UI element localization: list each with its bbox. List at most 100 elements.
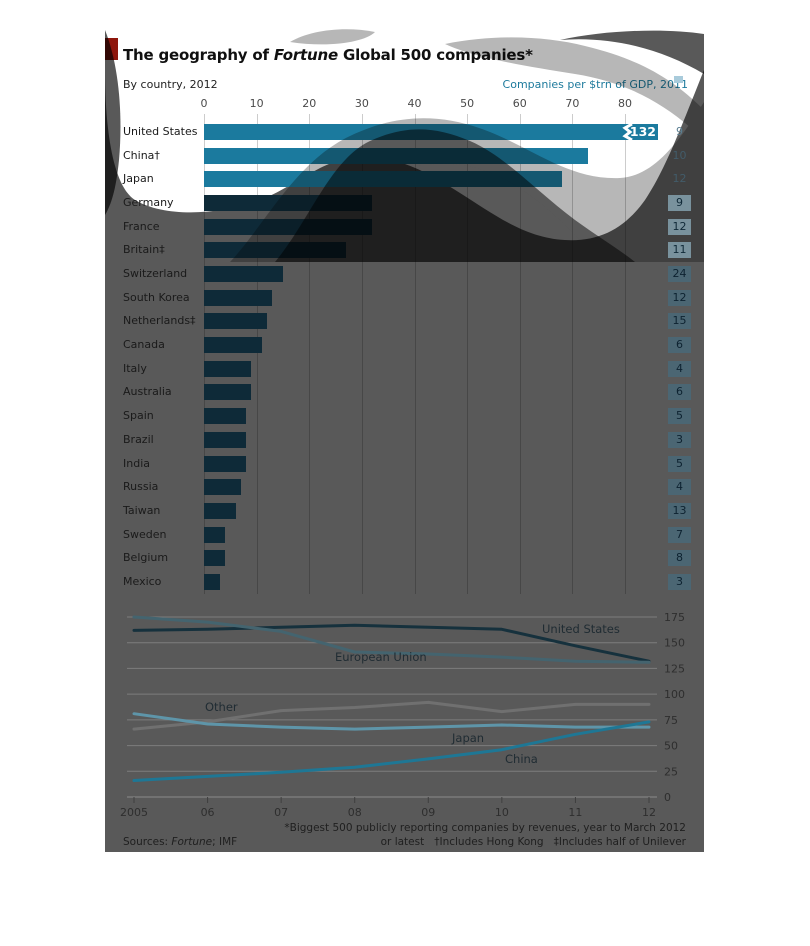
gdp-value-chip: 15 (668, 313, 691, 330)
x-axis-tick-label: 12 (642, 806, 656, 819)
x-axis-tick-label: 08 (348, 806, 362, 819)
gdp-value-chip: 4 (668, 360, 691, 377)
bar (204, 171, 562, 188)
gdp-value-chip: 24 (668, 266, 691, 283)
x-axis-tick-label: 0 (200, 97, 208, 110)
x-axis-tick-label: 10 (249, 97, 264, 110)
bar-category-label: United States (123, 125, 198, 138)
gdp-value-chip: 6 (668, 337, 691, 354)
bar-category-label: Belgium (123, 551, 169, 565)
bar-category-label: India (123, 456, 150, 470)
bar-category-label: Russia (123, 480, 159, 494)
x-axis-tick-label: 06 (201, 806, 215, 819)
bar (204, 502, 236, 519)
bar-category-label: Taiwan (123, 503, 161, 517)
gdp-value-chip: 7 (668, 526, 691, 543)
line-chart: 0 25 50 75 100 125 150 175 2005 06 07 08 09 10 11 12 Uni… (120, 611, 685, 819)
sources-italic: Fortune (171, 836, 213, 848)
x-axis-tick-label: 80 (618, 97, 633, 110)
bar-value-label: 132 (629, 124, 656, 139)
gdp-value-chip: 5 (668, 455, 691, 472)
bar-category-label: Germany (123, 196, 174, 210)
y-axis-tick-label: 125 (664, 662, 685, 675)
x-gridline (256, 114, 258, 594)
y-axis-tick-label: 25 (664, 765, 678, 778)
bar-category-label: Mexico (123, 574, 162, 588)
gdp-value-chip: 6 (668, 384, 691, 401)
x-gridline (572, 114, 574, 594)
x-axis-tick-label: 50 (460, 97, 475, 110)
bar-category-label: France (123, 219, 160, 233)
line-series-china (132, 720, 651, 782)
x-gridline (414, 114, 416, 594)
x-axis-tick-label: 60 (512, 97, 527, 110)
bar-category-label: South Korea (123, 290, 190, 304)
y-axis-tick-label: 0 (664, 791, 671, 804)
bar (204, 218, 373, 235)
x-gridline (467, 114, 469, 594)
sources-note: Sources: Fortune; IMF (123, 836, 237, 848)
bar-category-label: China† (123, 148, 160, 162)
line-series-japan (132, 712, 651, 731)
bar-category-label: Netherlands‡ (123, 314, 196, 328)
gdp-value-chip: 13 (668, 502, 691, 519)
x-gridline (625, 114, 627, 594)
x-axis-tick-label: 09 (421, 806, 435, 819)
bar-category-label: Spain (123, 409, 154, 423)
x-gridline (519, 114, 521, 594)
bar (204, 408, 247, 425)
x-axis-tick-label: 20 (302, 97, 317, 110)
x-axis-tick-label: 07 (274, 806, 288, 819)
gdp-value-chip: 12 (668, 218, 691, 235)
bar-category-label: Sweden (123, 527, 167, 541)
footnote-line-1: *Biggest 500 publicly reporting companie… (284, 822, 686, 834)
bar (204, 360, 252, 377)
x-axis-tick-label: 70 (565, 97, 580, 110)
bar (204, 242, 347, 259)
gdp-value-chip: 3 (668, 573, 691, 590)
bar (204, 550, 226, 567)
line-series-united-states (132, 623, 651, 663)
bar (204, 526, 226, 543)
gdp-value-chip: 9 (668, 195, 691, 212)
bar (204, 313, 268, 330)
sources-prefix: Sources: (123, 836, 172, 848)
series-label: United States (542, 622, 620, 636)
x-axis-tick-label: 10 (495, 806, 509, 819)
series-label: Other (205, 700, 238, 714)
bar (204, 337, 262, 354)
x-axis-tick-label: 40 (407, 97, 422, 110)
gdp-value-chip: 9 (676, 125, 683, 138)
gdp-value-chip: 12 (672, 172, 687, 186)
bar-category-label: Canada (123, 338, 165, 352)
footnote-line-2: or latest †Includes Hong Kong ‡Includes … (380, 836, 686, 848)
gdp-value-chip: 11 (668, 242, 691, 259)
bar-category-label: Japan (123, 172, 154, 186)
series-label: Japan (451, 731, 484, 745)
bar-united-states-broken: 132 (204, 122, 658, 142)
line-series-other (132, 700, 651, 731)
bar (204, 195, 373, 212)
sources-suffix: ; IMF (212, 836, 238, 848)
bar (204, 479, 241, 496)
bar (204, 431, 247, 448)
gdp-value-chip: 5 (668, 408, 691, 425)
x-axis-tick-label: 2005 (120, 806, 148, 819)
bar-chart: 0 10 20 30 40 50 60 70 80 United States 132 9 China†… (105, 10, 704, 610)
bar-category-label: Australia (123, 385, 172, 399)
line-series-european-union (132, 615, 651, 664)
gdp-value-chip: 3 (668, 431, 691, 448)
gdp-value-chip: 12 (668, 289, 691, 306)
bar (204, 289, 273, 306)
y-axis-tick-label: 75 (664, 714, 678, 727)
bar (204, 384, 252, 401)
y-axis-tick-label: 100 (664, 688, 685, 701)
bar (204, 573, 220, 590)
gdp-value-chip: 10 (672, 148, 687, 162)
y-axis-tick-label: 150 (664, 637, 685, 650)
gdp-value-chip: 4 (668, 479, 691, 496)
series-label: China (505, 752, 538, 766)
bar (204, 266, 283, 283)
x-gridline (309, 114, 311, 594)
x-axis-tick-label: 11 (568, 806, 582, 819)
